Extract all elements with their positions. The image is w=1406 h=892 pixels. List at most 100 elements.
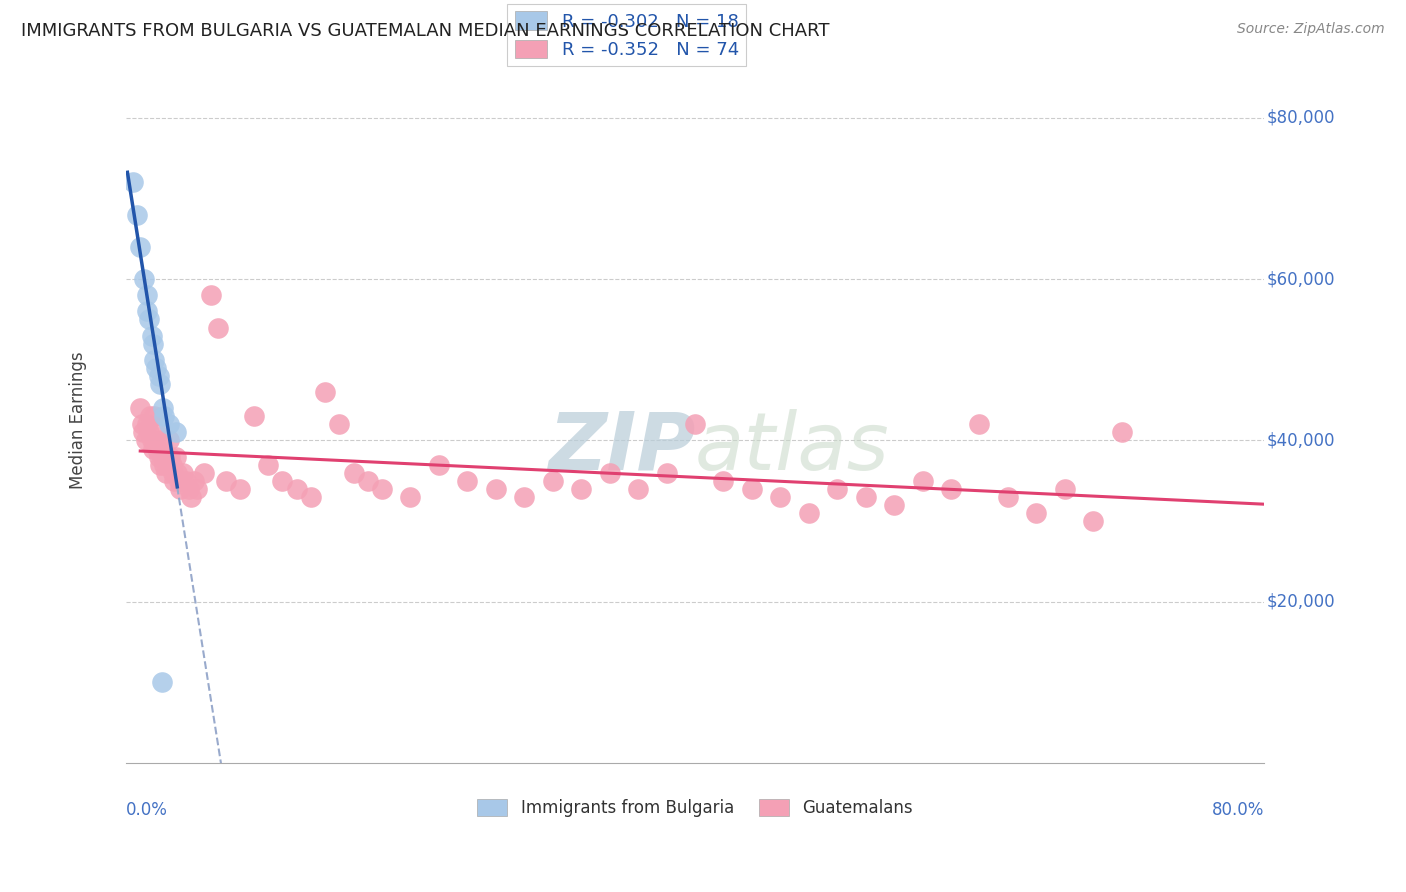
Text: Median Earnings: Median Earnings: [69, 351, 87, 489]
Point: [911, 474, 934, 488]
Point: [165, 425, 187, 440]
Point: [214, 474, 236, 488]
Point: [148, 450, 170, 464]
Point: [153, 409, 176, 424]
Point: [427, 458, 450, 472]
Text: 80.0%: 80.0%: [1212, 801, 1264, 819]
Text: atlas: atlas: [695, 409, 890, 487]
Point: [1111, 425, 1133, 440]
Point: [342, 466, 364, 480]
Point: [193, 466, 215, 480]
Point: [157, 434, 180, 448]
Point: [134, 272, 156, 286]
Point: [136, 304, 159, 318]
Point: [599, 466, 621, 480]
Text: $60,000: $60,000: [1267, 270, 1334, 288]
Point: [141, 328, 163, 343]
Point: [139, 409, 162, 424]
Point: [627, 482, 650, 496]
Point: [257, 458, 280, 472]
Point: [145, 425, 167, 440]
Point: [129, 240, 152, 254]
Text: Source: ZipAtlas.com: Source: ZipAtlas.com: [1237, 22, 1385, 37]
Point: [997, 490, 1019, 504]
Point: [138, 312, 160, 326]
Point: [655, 466, 678, 480]
Point: [169, 482, 191, 496]
Point: [142, 442, 165, 456]
Text: $20,000: $20,000: [1267, 593, 1334, 611]
Point: [314, 385, 336, 400]
Point: [160, 458, 183, 472]
Point: [153, 458, 176, 472]
Point: [243, 409, 266, 424]
Point: [969, 417, 991, 432]
Point: [328, 417, 350, 432]
Legend: Immigrants from Bulgaria, Guatemalans: Immigrants from Bulgaria, Guatemalans: [471, 792, 920, 823]
Point: [229, 482, 252, 496]
Point: [146, 442, 169, 456]
Point: [769, 490, 792, 504]
Point: [186, 482, 208, 496]
Point: [138, 425, 160, 440]
Point: [713, 474, 735, 488]
Text: $40,000: $40,000: [1267, 432, 1334, 450]
Point: [142, 336, 165, 351]
Point: [155, 466, 177, 480]
Point: [855, 490, 877, 504]
Point: [174, 474, 197, 488]
Point: [162, 466, 184, 480]
Point: [143, 352, 166, 367]
Point: [149, 458, 172, 472]
Point: [183, 474, 205, 488]
Point: [371, 482, 394, 496]
Point: [177, 482, 200, 496]
Point: [165, 450, 187, 464]
Text: $80,000: $80,000: [1267, 109, 1334, 127]
Point: [357, 474, 380, 488]
Point: [200, 288, 222, 302]
Point: [143, 409, 166, 424]
Point: [1083, 514, 1105, 528]
Text: IMMIGRANTS FROM BULGARIA VS GUATEMALAN MEDIAN EARNINGS CORRELATION CHART: IMMIGRANTS FROM BULGARIA VS GUATEMALAN M…: [21, 22, 830, 40]
Point: [541, 474, 564, 488]
Point: [167, 474, 190, 488]
Point: [172, 466, 194, 480]
Point: [136, 417, 159, 432]
Point: [131, 417, 153, 432]
Point: [825, 482, 848, 496]
Point: [485, 482, 508, 496]
Point: [1025, 506, 1047, 520]
Point: [1053, 482, 1076, 496]
Point: [132, 425, 155, 440]
Point: [149, 376, 172, 391]
Point: [129, 401, 152, 416]
Point: [136, 288, 159, 302]
Point: [150, 675, 173, 690]
Point: [180, 490, 202, 504]
Point: [741, 482, 763, 496]
Point: [513, 490, 536, 504]
Point: [150, 434, 173, 448]
Point: [683, 417, 706, 432]
Text: 0.0%: 0.0%: [127, 801, 167, 819]
Point: [939, 482, 962, 496]
Point: [399, 490, 422, 504]
Point: [299, 490, 322, 504]
Point: [141, 434, 163, 448]
Point: [456, 474, 478, 488]
Point: [797, 506, 820, 520]
Point: [883, 498, 905, 512]
Point: [148, 368, 170, 383]
Point: [135, 434, 157, 448]
Point: [207, 320, 229, 334]
Point: [163, 474, 186, 488]
Text: ZIP: ZIP: [547, 409, 695, 487]
Point: [152, 450, 174, 464]
Point: [166, 466, 188, 480]
Point: [127, 208, 149, 222]
Point: [271, 474, 294, 488]
Point: [122, 175, 145, 189]
Point: [152, 401, 174, 416]
Point: [569, 482, 592, 496]
